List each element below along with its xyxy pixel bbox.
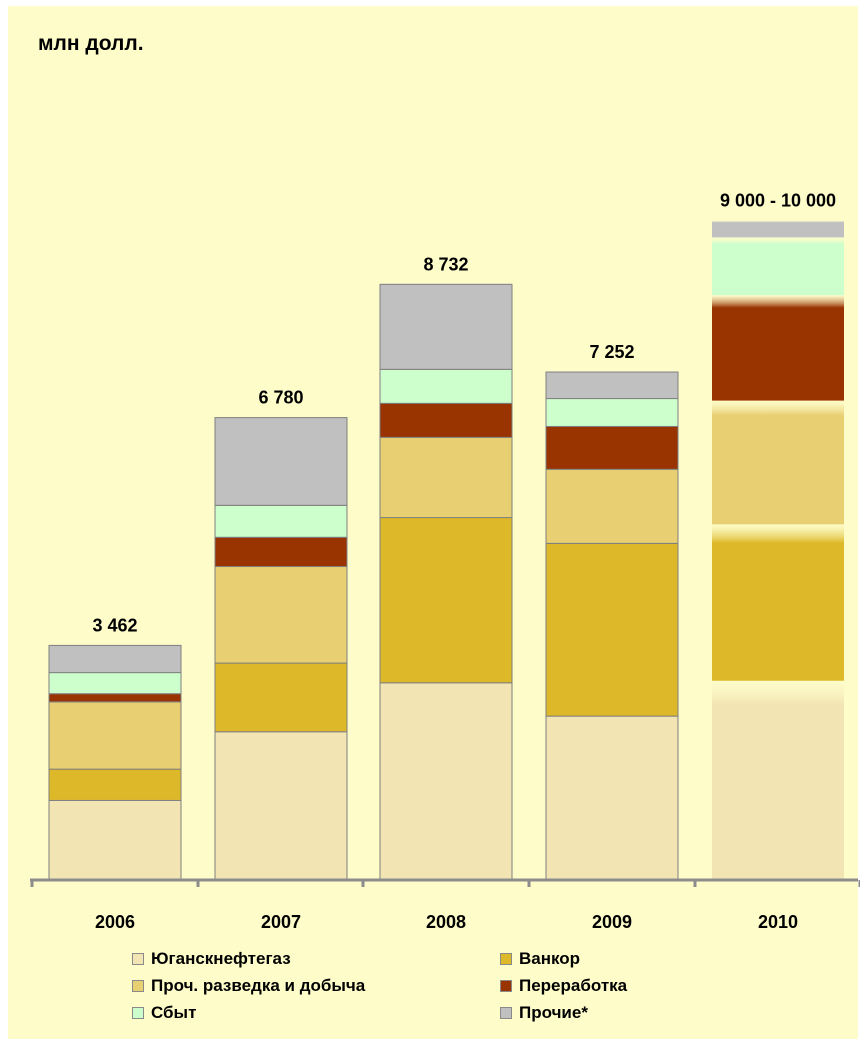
bar-segment-2008-6 bbox=[379, 283, 513, 370]
bar-segment-2010-6 bbox=[712, 220, 844, 238]
legend-label: Прочие* bbox=[519, 1003, 588, 1022]
total-label-2010: 9 000 - 10 000 bbox=[720, 190, 836, 210]
legend-label: Проч. разведка и добыча bbox=[151, 976, 366, 995]
total-label-2009: 7 252 bbox=[589, 342, 634, 362]
legend-label: Сбыт bbox=[151, 1003, 197, 1022]
legend-label: Переработка bbox=[519, 976, 628, 995]
total-label-2006: 3 462 bbox=[92, 615, 137, 635]
bar-segment-2007-5 bbox=[214, 504, 348, 538]
bar-segment-2010-5 bbox=[712, 237, 844, 296]
legend-item-2: Ванкор bbox=[500, 949, 580, 969]
bar-segment-2007-4 bbox=[214, 536, 348, 568]
bar-segment-2008-2 bbox=[379, 517, 513, 684]
bar-segment-2010-4 bbox=[712, 295, 844, 401]
legend-item-6: Прочие* bbox=[500, 1003, 588, 1023]
legend-label: Юганскнефтегаз bbox=[151, 949, 291, 968]
x-tick-label-2009: 2009 bbox=[592, 912, 632, 932]
legend-item-3: Проч. разведка и добыча bbox=[132, 976, 365, 996]
bar-segment-2006-6 bbox=[48, 644, 182, 674]
x-tick-label-2007: 2007 bbox=[261, 912, 301, 932]
x-tick-label-2006: 2006 bbox=[95, 912, 135, 932]
bar-segment-2006-5 bbox=[48, 672, 182, 695]
bar-segment-2007-2 bbox=[214, 662, 348, 733]
bar-segment-2010-2 bbox=[712, 524, 844, 681]
bar-segment-2009-5 bbox=[545, 398, 679, 427]
bar-segment-2006-1 bbox=[48, 799, 182, 881]
legend-swatch bbox=[500, 980, 512, 992]
legend-item-4: Переработка bbox=[500, 976, 627, 996]
bar-segment-2010-1 bbox=[712, 680, 844, 880]
bar-segment-2008-3 bbox=[379, 436, 513, 519]
legend-swatch bbox=[132, 953, 144, 965]
legend-item-5: Сбыт bbox=[132, 1003, 196, 1023]
bar-segment-2008-5 bbox=[379, 368, 513, 404]
bar-segment-2009-4 bbox=[545, 425, 679, 470]
bar-segment-2009-2 bbox=[545, 542, 679, 717]
bar-segment-2007-6 bbox=[214, 417, 348, 506]
legend-swatch bbox=[500, 1007, 512, 1019]
x-tick-label-2008: 2008 bbox=[426, 912, 466, 932]
total-label-2008: 8 732 bbox=[423, 254, 468, 274]
bar-segment-2009-3 bbox=[545, 468, 679, 544]
legend-item-1: Юганскнефтегаз bbox=[132, 949, 291, 969]
bar-segment-2008-4 bbox=[379, 402, 513, 438]
bar-segment-2010-3 bbox=[712, 400, 844, 525]
bar-segment-2007-3 bbox=[214, 566, 348, 664]
legend-swatch bbox=[132, 1007, 144, 1019]
bar-segment-2009-1 bbox=[545, 715, 679, 881]
bar-segment-2006-2 bbox=[48, 768, 182, 801]
unit-label: млн долл. bbox=[38, 32, 144, 55]
bar-segment-2006-3 bbox=[48, 701, 182, 770]
legend-label: Ванкор bbox=[519, 949, 581, 968]
bar-segment-2006-4 bbox=[48, 693, 182, 703]
legend-swatch bbox=[132, 980, 144, 992]
legend-swatch bbox=[500, 953, 512, 965]
bar-segment-2007-1 bbox=[214, 731, 348, 881]
x-tick-label-2010: 2010 bbox=[758, 912, 798, 932]
total-label-2007: 6 780 bbox=[258, 388, 303, 408]
bar-segment-2008-1 bbox=[379, 682, 513, 881]
bar-segment-2009-6 bbox=[545, 371, 679, 400]
